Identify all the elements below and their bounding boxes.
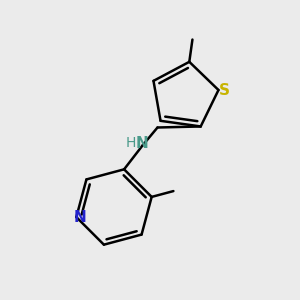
Text: N: N [136, 136, 148, 151]
Text: N: N [74, 210, 86, 225]
Text: S: S [218, 82, 230, 98]
Text: H: H [126, 136, 136, 150]
